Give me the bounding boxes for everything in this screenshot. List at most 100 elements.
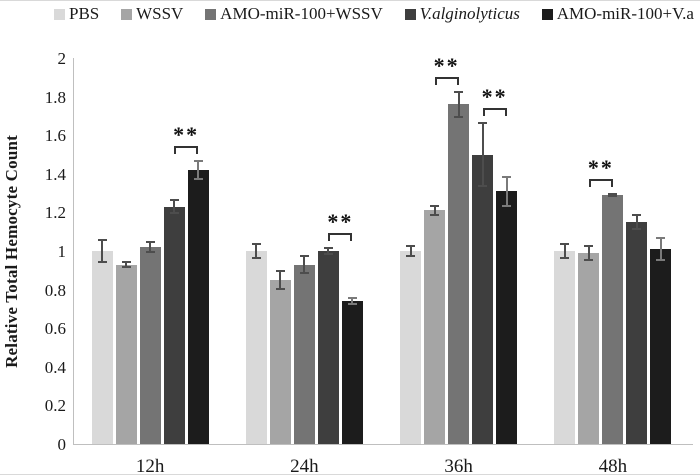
legend-swatch bbox=[404, 8, 416, 20]
sig-label: ** bbox=[481, 83, 508, 109]
y-tick-label: 0.2 bbox=[44, 396, 66, 416]
error-bar-cap bbox=[502, 204, 512, 207]
sig-bracket-leg bbox=[328, 233, 331, 242]
error-bar-cap bbox=[478, 185, 488, 188]
error-bar-line bbox=[327, 247, 330, 255]
error-bar-cap bbox=[632, 227, 642, 230]
error-bar-cap bbox=[584, 258, 594, 261]
sig-label: ** bbox=[173, 122, 200, 148]
y-tick-label: 0.6 bbox=[44, 319, 66, 339]
error-bar-line bbox=[635, 214, 638, 230]
error-bar-cap bbox=[275, 270, 285, 273]
sig-label: ** bbox=[587, 155, 614, 181]
bar bbox=[269, 279, 291, 444]
error-bar-line bbox=[125, 260, 128, 269]
bar bbox=[626, 222, 648, 444]
y-tick-label: 1.8 bbox=[44, 87, 66, 107]
bar bbox=[554, 251, 576, 444]
y-tick-label: 2 bbox=[57, 49, 67, 68]
x-tick-label: 36h bbox=[444, 456, 473, 475]
error-bar-cap bbox=[584, 245, 594, 248]
error-bar-line bbox=[433, 204, 436, 217]
legend-label: V.alginolyticus bbox=[419, 4, 520, 23]
error-bar-cap bbox=[97, 260, 107, 263]
bar bbox=[187, 169, 209, 444]
bar bbox=[245, 251, 267, 444]
bar bbox=[115, 264, 137, 444]
sig-bracket bbox=[328, 233, 353, 236]
error-bar-line bbox=[255, 243, 258, 259]
error-bar-line bbox=[481, 121, 484, 188]
sig-bracket-leg bbox=[196, 146, 199, 155]
legend-item: PBS bbox=[54, 4, 99, 24]
error-bar-cap bbox=[251, 243, 261, 246]
bar bbox=[602, 195, 624, 444]
error-bar-cap bbox=[608, 194, 618, 197]
error-bar-cap bbox=[347, 303, 357, 306]
error-bar-cap bbox=[169, 198, 179, 201]
y-tick-label: 0.8 bbox=[44, 280, 66, 300]
error-bar-cap bbox=[275, 287, 285, 290]
sig-bracket-leg bbox=[588, 179, 591, 188]
bar bbox=[496, 191, 518, 444]
legend-swatch bbox=[54, 8, 65, 20]
error-bar-cap bbox=[121, 260, 131, 263]
error-bar-line bbox=[351, 297, 354, 306]
error-bar-line bbox=[173, 198, 176, 215]
error-bar-line bbox=[659, 237, 662, 261]
error-bar-cap bbox=[502, 175, 512, 178]
legend-swatch bbox=[121, 8, 133, 20]
error-bar-line bbox=[197, 160, 200, 180]
legend-item: AMO-miR-100+WSSV bbox=[205, 4, 383, 24]
error-bar-line bbox=[457, 90, 460, 118]
legend-label: PBS bbox=[69, 4, 100, 23]
y-tick-label: 1.2 bbox=[44, 203, 66, 223]
bar bbox=[472, 154, 494, 444]
sig-bracket-leg bbox=[504, 107, 507, 116]
sig-bracket bbox=[482, 107, 507, 110]
error-bar-line bbox=[303, 254, 306, 275]
error-bar-cap bbox=[169, 212, 179, 215]
bar bbox=[293, 264, 315, 444]
sig-bracket-leg bbox=[350, 233, 353, 242]
error-bar-cap bbox=[193, 160, 203, 163]
error-bar-cap bbox=[406, 254, 416, 257]
legend-label: AMO-miR-100+WSSV bbox=[220, 4, 383, 23]
x-tick-label: 24h bbox=[290, 456, 319, 475]
error-bar-cap bbox=[97, 239, 107, 242]
sig-bracket-leg bbox=[434, 76, 437, 85]
sig-bracket bbox=[434, 76, 459, 79]
bar bbox=[448, 104, 470, 444]
sig-label: ** bbox=[327, 209, 354, 235]
bar bbox=[139, 247, 161, 444]
bar bbox=[91, 251, 113, 444]
error-bar-cap bbox=[560, 256, 570, 259]
error-bar-cap bbox=[454, 115, 464, 118]
error-bar-cap bbox=[347, 297, 357, 300]
error-bar-cap bbox=[454, 90, 464, 93]
bar bbox=[578, 252, 600, 444]
error-bar-cap bbox=[323, 247, 333, 250]
legend-item: WSSV bbox=[121, 4, 183, 24]
sig-bracket bbox=[588, 179, 613, 182]
bar bbox=[317, 251, 339, 444]
error-bar-cap bbox=[145, 250, 155, 253]
error-bar-cap bbox=[430, 204, 440, 207]
error-bar-cap bbox=[145, 241, 155, 244]
sig-bracket-leg bbox=[456, 76, 459, 85]
error-bar-cap bbox=[299, 272, 309, 275]
error-bar-cap bbox=[608, 193, 618, 196]
legend-item: AMO-miR-100+V.a bbox=[541, 4, 694, 24]
bar bbox=[400, 251, 422, 444]
error-bar-cap bbox=[656, 258, 666, 261]
sig-bracket-leg bbox=[482, 107, 485, 116]
error-bar-cap bbox=[193, 177, 203, 180]
legend-swatch bbox=[541, 8, 553, 20]
error-bar-cap bbox=[299, 254, 309, 257]
y-tick-label: 0.4 bbox=[44, 357, 66, 377]
error-bar-cap bbox=[656, 237, 666, 240]
error-bar-cap bbox=[632, 214, 642, 217]
legend-label: WSSV bbox=[136, 4, 184, 23]
y-tick-label: 1.4 bbox=[44, 164, 66, 184]
y-tick-label: 1.6 bbox=[44, 126, 66, 146]
